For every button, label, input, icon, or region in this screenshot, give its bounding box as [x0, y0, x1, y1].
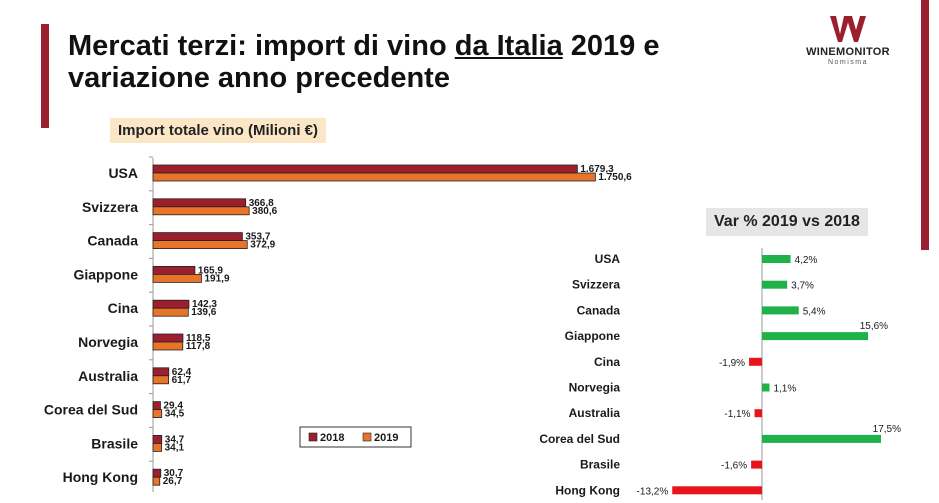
bar-2019 [152, 240, 248, 250]
var-bar [762, 280, 788, 289]
bar-2019 [152, 442, 163, 452]
bar-2019 [152, 375, 169, 385]
bar-2019 [152, 273, 202, 283]
logo-word: WINEMONITOR [806, 46, 890, 58]
left-category-label: Australia [78, 368, 138, 384]
right-category-label: Norvegia [569, 381, 621, 395]
var-data-label: 4,2% [795, 255, 818, 266]
var-data-label: -13,2% [637, 486, 669, 497]
var-data-label: 5,4% [803, 306, 826, 317]
right-category-label: Canada [577, 303, 621, 317]
right-category-label: Australia [569, 406, 621, 420]
data-label-2019: 34,5 [165, 409, 185, 420]
title-underlined: da Italia [454, 30, 563, 62]
left-category-label: Hong Kong [63, 469, 138, 485]
data-label-2018: 353,7 [245, 232, 270, 243]
right-category-label: Brasile [580, 458, 620, 472]
data-label-2018: 30,7 [164, 468, 184, 479]
right-category-label: Svizzera [572, 278, 620, 292]
bar-2018 [152, 232, 243, 242]
bar-2018 [152, 265, 196, 275]
var-data-label: -1,6% [721, 461, 747, 472]
var-bar [751, 460, 762, 469]
legend-swatch-2018 [308, 432, 318, 442]
bar-2019 [152, 206, 250, 216]
var-bar [672, 486, 762, 495]
legend-box [299, 426, 412, 448]
data-label-2018: 118,5 [186, 333, 211, 344]
var-bar [762, 255, 791, 263]
data-label-2019: 34,1 [165, 442, 185, 453]
var-data-label: 17,5% [873, 424, 901, 435]
bar-2018 [152, 299, 190, 309]
right-category-label: Hong Kong [555, 483, 620, 497]
winemonitor-logo: WINEMONITOR Nomisma [792, 14, 904, 84]
left-category-label: Svizzera [82, 199, 138, 215]
title-line2: variazione anno precedente [68, 62, 450, 94]
right-chart-title: Var % 2019 vs 2018 [706, 208, 868, 236]
left-chart-title: Import totale vino (Milioni €) [110, 118, 326, 143]
var-data-label: -1,1% [724, 409, 750, 420]
bar-2018 [152, 198, 247, 208]
page-title: Mercati terzi: import di vino da Italia … [68, 30, 768, 94]
legend-swatch-2019 [362, 432, 372, 442]
data-label-2018: 366,8 [249, 198, 274, 209]
right-accent-bar [921, 0, 929, 250]
var-bar [754, 409, 762, 418]
data-label-2019: 117,8 [186, 341, 211, 352]
bar-2018 [152, 468, 162, 478]
title-line1-post: 2019 e [562, 30, 660, 62]
left-category-label: Norvegia [78, 334, 138, 350]
var-data-label: -1,9% [719, 358, 745, 369]
right-category-label: USA [595, 252, 621, 266]
title-accent-bar [41, 24, 49, 128]
data-label-2019: 372,9 [250, 240, 275, 251]
data-label-2019: 1.750,6 [598, 172, 632, 183]
var-bar [762, 306, 799, 315]
title-line1-pre: Mercati terzi: import di vino [68, 30, 455, 62]
right-category-label: Corea del Sud [539, 432, 620, 446]
data-label-2019: 139,6 [191, 307, 216, 318]
var-bar [762, 332, 869, 341]
bar-2018 [152, 367, 170, 377]
right-category-label: Giappone [565, 329, 621, 343]
data-label-2019: 61,7 [172, 375, 192, 386]
bar-2019 [152, 307, 189, 317]
bar-2019 [152, 476, 161, 486]
var-bar [762, 383, 770, 392]
left-category-label: USA [108, 165, 138, 181]
left-category-label: Corea del Sud [44, 402, 138, 418]
data-label-2019: 191,9 [204, 273, 229, 284]
wm-logo-icon [830, 16, 866, 42]
bar-2018 [152, 401, 161, 411]
bar-2018 [152, 164, 578, 174]
left-category-label: Giappone [73, 266, 138, 282]
left-category-label: Canada [87, 233, 138, 249]
var-data-label: 1,1% [773, 384, 796, 395]
data-label-2018: 1.679,3 [580, 164, 614, 175]
bar-2018 [152, 333, 184, 343]
logo-sub: Nomisma [827, 59, 869, 66]
data-label-2019: 380,6 [252, 206, 277, 217]
var-bar [762, 434, 881, 443]
data-label-2019: 26,7 [163, 476, 183, 487]
legend-label-2018: 2018 [320, 432, 344, 444]
right-category-label: Cina [594, 355, 620, 369]
data-label-2018: 29,4 [163, 401, 183, 412]
legend-label-2019: 2019 [374, 432, 398, 444]
var-data-label: 3,7% [791, 281, 814, 292]
data-label-2018: 142,3 [192, 299, 217, 310]
data-label-2018: 165,9 [198, 265, 223, 276]
var-bar [749, 357, 762, 366]
var-data-label: 15,6% [860, 321, 888, 332]
bar-2019 [152, 409, 163, 419]
left-category-label: Brasile [91, 435, 138, 451]
bar-2018 [152, 434, 163, 444]
data-label-2018: 62,4 [172, 367, 192, 378]
bar-2019 [152, 341, 184, 351]
left-category-label: Cina [108, 300, 139, 316]
bar-2019 [152, 172, 596, 182]
data-label-2018: 34,7 [165, 434, 185, 445]
